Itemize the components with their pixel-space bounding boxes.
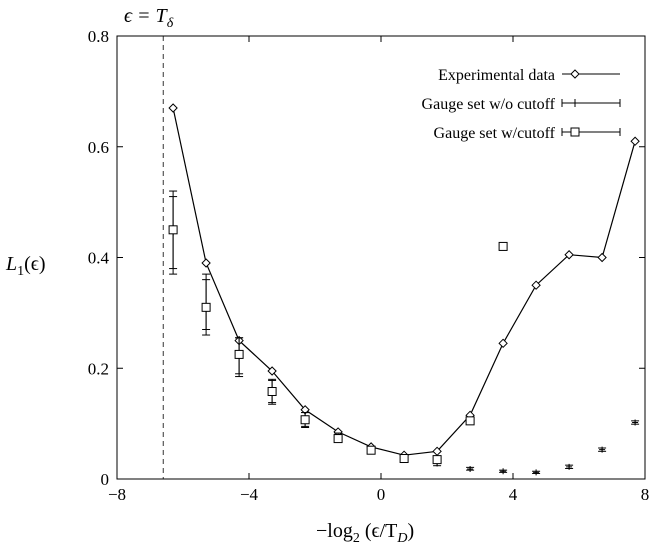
data-point-diamond [267,366,277,376]
legend-label: Experimental data [438,67,555,84]
legend: Experimental data Gauge set w/o cutoff G… [422,67,621,142]
series-1 [169,196,640,476]
data-point-plus [467,466,474,473]
data-point-square [267,387,277,397]
annotation: ϵ = Tδ [124,5,174,31]
x-tick-label: −8 [108,485,126,504]
series-line [172,107,636,456]
x-tick-label: −4 [240,485,259,504]
x-tick-label: 4 [509,485,518,504]
axis-ticks: −8 −4 0 4 8 0 0.2 0.4 0.6 0.8 [88,27,650,504]
series-2 [168,190,508,465]
legend-entry-gauge-no-cutoff: Gauge set w/o cutoff [422,96,621,113]
y-tick-label: 0 [101,470,110,489]
x-axis-label: −log2 (ϵ/TD) [316,520,414,546]
data-point-diamond [597,252,607,263]
legend-square-marker [570,127,580,137]
data-point-square [465,416,475,426]
data-point-square [234,349,244,359]
y-axis-label: L1(ϵ) [5,253,46,279]
legend-label: Gauge set w/cutoff [434,125,556,142]
data-point-square [498,241,508,251]
data-point-plus [566,463,573,470]
data-point-plus [599,446,606,453]
data-point-square [432,455,442,465]
data-point-square [333,434,343,444]
legend-diamond-marker [570,69,580,79]
x-tick-label: 8 [641,485,650,504]
chart-marks [168,103,640,476]
data-point-square [168,225,178,235]
data-point-diamond [531,280,541,290]
data-point-diamond [498,338,508,349]
series-0 [168,103,640,460]
data-point-plus [632,419,639,426]
data-point-plus [500,468,507,475]
data-point-diamond [564,250,574,260]
y-tick-label: 0.6 [88,138,109,157]
data-point-diamond [201,258,211,268]
y-tick-label: 0.8 [88,27,109,46]
legend-entry-gauge-cutoff: Gauge set w/cutoff [434,125,621,142]
data-point-square [201,302,211,312]
data-point-square [366,445,376,455]
data-point-square [300,415,310,425]
data-point-plus [533,469,540,476]
legend-entry-experimental: Experimental data [438,67,620,84]
data-point-square [399,454,409,464]
data-point-diamond [168,103,178,113]
x-tick-label: 0 [377,485,386,504]
data-point-diamond [630,136,640,146]
legend-label: Gauge set w/o cutoff [422,96,556,113]
y-tick-label: 0.4 [88,249,110,268]
y-tick-label: 0.2 [88,359,109,378]
